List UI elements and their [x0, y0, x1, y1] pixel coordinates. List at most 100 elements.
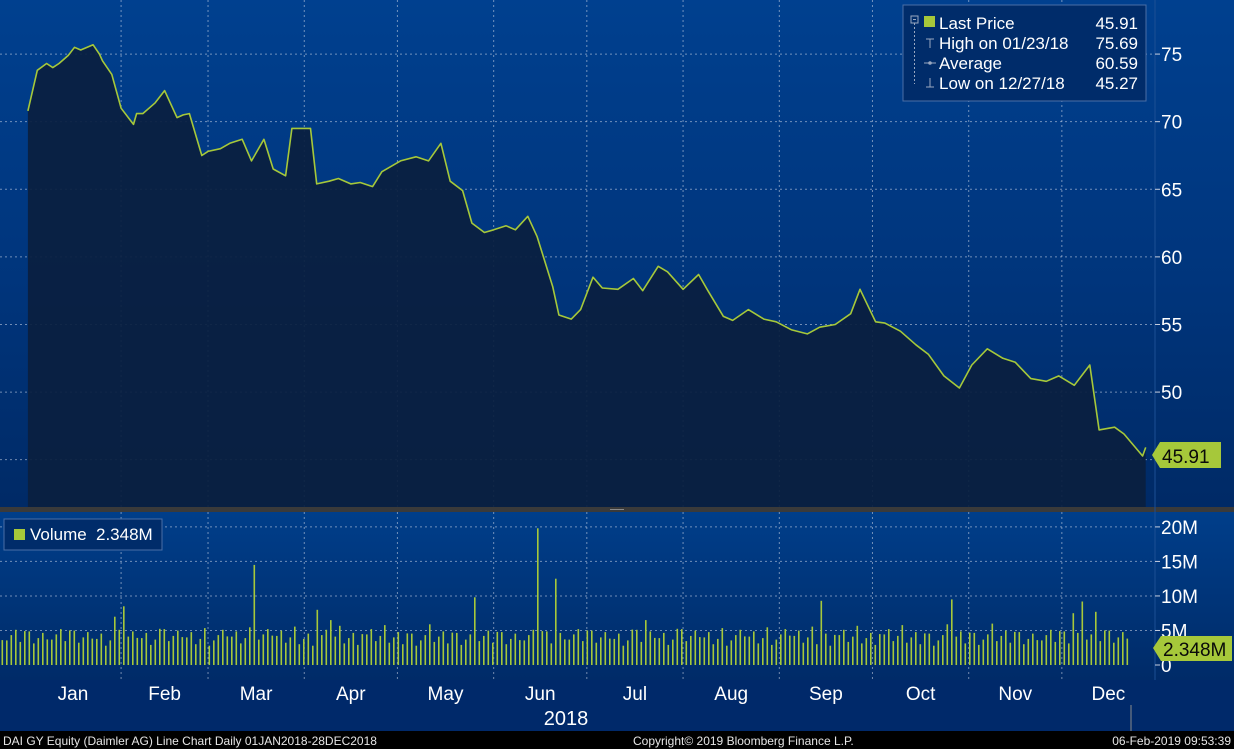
volume-bar — [577, 629, 580, 665]
volume-bar — [609, 638, 611, 665]
volume-bar — [1045, 635, 1048, 665]
volume-bar — [267, 629, 269, 665]
volume-bar — [397, 632, 400, 665]
volume-bar — [244, 638, 247, 665]
volume-bar — [289, 637, 292, 665]
volume-bar — [69, 630, 71, 665]
volume-bar — [654, 637, 656, 665]
volume-bar — [87, 632, 89, 665]
volume-bar — [906, 642, 908, 665]
volume-bar — [145, 632, 148, 665]
volume-bar — [1126, 638, 1129, 665]
volume-bar — [186, 637, 188, 665]
footer-timestamp: 06-Feb-2019 09:53:39 — [1112, 734, 1231, 748]
volume-bar — [901, 625, 904, 665]
footer-bar — [0, 731, 1234, 749]
volume-bar — [105, 645, 107, 665]
volume-bar — [6, 640, 8, 665]
volume-bar — [91, 638, 94, 665]
volume-bar — [744, 636, 746, 665]
volume-bar — [726, 645, 728, 665]
volume-bar — [883, 634, 886, 665]
volume-bar — [1063, 631, 1066, 665]
month-tick-label: Apr — [336, 684, 366, 705]
volume-bar — [1018, 632, 1021, 665]
volume-bar — [600, 637, 602, 665]
volume-bar — [523, 640, 526, 665]
x-axis-year-label: 2018 — [544, 708, 589, 730]
legend-high-value: 75.69 — [1095, 34, 1138, 53]
volume-bar — [199, 638, 202, 665]
volume-bar — [897, 635, 899, 665]
volume-bar — [915, 632, 917, 665]
volume-bar — [312, 645, 314, 665]
volume-bar — [595, 642, 598, 665]
volume-bar — [204, 628, 206, 665]
volume-bar — [780, 634, 782, 665]
volume-bar — [370, 629, 373, 665]
volume-bar — [420, 640, 422, 665]
volume-bar — [618, 633, 620, 665]
price-tick-label: 50 — [1161, 383, 1182, 404]
volume-bar — [262, 634, 265, 665]
volume-bar — [933, 645, 935, 665]
footer-copyright: Copyright© 2019 Bloomberg Finance L.P. — [633, 734, 854, 748]
volume-bar — [555, 578, 557, 665]
volume-bar — [1117, 637, 1120, 665]
volume-bar — [622, 645, 625, 665]
volume-bar — [973, 632, 976, 665]
volume-bar — [127, 636, 130, 665]
volume-bar — [28, 631, 31, 665]
price-tick-label: 55 — [1161, 315, 1182, 336]
volume-bar — [433, 641, 436, 665]
price-line — [27, 44, 1147, 457]
volume-bar — [955, 636, 958, 665]
volume-bar — [163, 629, 166, 665]
volume-bar — [541, 631, 544, 665]
legend-high-label: High on 01/23/18 — [939, 34, 1069, 53]
volume-bar — [829, 645, 832, 665]
volume-bar — [888, 629, 890, 665]
volume-bar — [1095, 611, 1097, 665]
volume-bar — [231, 636, 233, 665]
volume-tick-label: 0 — [1161, 656, 1172, 677]
volume-bar — [676, 628, 679, 665]
volume-bar — [1023, 644, 1025, 665]
volume-bar — [771, 644, 773, 665]
volume-legend[interactable]: Volume 2.348M — [3, 518, 163, 551]
volume-bar — [685, 641, 688, 665]
volume-bar — [352, 632, 355, 665]
volume-bar — [1081, 601, 1084, 665]
volume-bar — [424, 635, 427, 665]
volume-bar — [730, 640, 733, 665]
volume-bar — [816, 644, 818, 665]
volume-bar — [442, 631, 445, 665]
volume-bar — [1113, 642, 1115, 665]
volume-bar — [658, 638, 661, 665]
volume-bar — [303, 638, 305, 665]
x-axis-months: Jan Feb Mar Apr May Jun Jul Aug Sep Oct Nov Dec — [58, 684, 1126, 705]
volume-bar — [838, 635, 841, 665]
volume-bar — [996, 641, 998, 665]
legend-average-label: Average — [939, 54, 1002, 73]
volume-swatch — [14, 529, 25, 540]
volume-bar — [100, 633, 103, 665]
footer-security-description: DAI GY Equity (Daimler AG) Line Chart Da… — [3, 734, 377, 748]
price-legend[interactable]: Last Price 45.91 High on 01/23/18 75.69 … — [902, 4, 1147, 102]
volume-bar — [834, 634, 836, 665]
volume-bar — [483, 635, 485, 665]
price-tick-label: 75 — [1161, 45, 1182, 66]
volume-bar — [807, 637, 809, 665]
legend-last-price-label: Last Price — [939, 14, 1015, 33]
low-marker-icon — [926, 78, 934, 88]
volume-bar — [118, 629, 121, 665]
month-tick-label: Feb — [148, 684, 181, 705]
volume-bars — [1, 528, 1129, 665]
legend-low-value: 45.27 — [1095, 74, 1138, 93]
volume-bar — [1, 640, 4, 665]
volume-bar — [712, 644, 715, 665]
volume-bar — [865, 638, 868, 665]
volume-bar — [33, 643, 35, 665]
volume-bar — [1072, 613, 1075, 665]
